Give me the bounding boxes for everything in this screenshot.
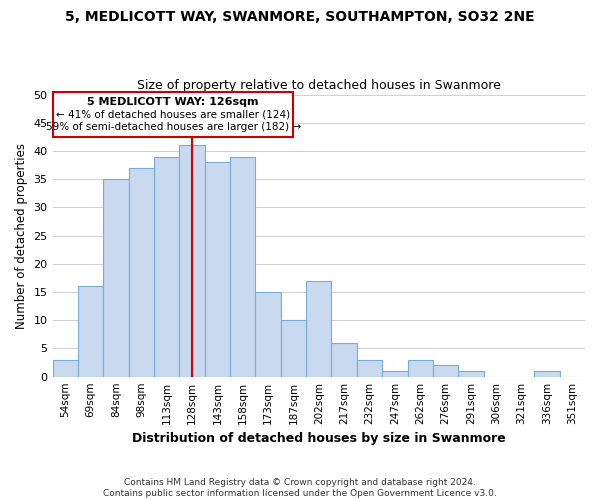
Text: 5 MEDLICOTT WAY: 126sqm: 5 MEDLICOTT WAY: 126sqm — [88, 96, 259, 106]
Bar — [53, 360, 78, 376]
Title: Size of property relative to detached houses in Swanmore: Size of property relative to detached ho… — [137, 79, 501, 92]
Text: 5, MEDLICOTT WAY, SWANMORE, SOUTHAMPTON, SO32 2NE: 5, MEDLICOTT WAY, SWANMORE, SOUTHAMPTON,… — [65, 10, 535, 24]
Y-axis label: Number of detached properties: Number of detached properties — [15, 142, 28, 328]
Bar — [205, 162, 230, 376]
Text: Contains HM Land Registry data © Crown copyright and database right 2024.
Contai: Contains HM Land Registry data © Crown c… — [103, 478, 497, 498]
Bar — [256, 292, 281, 376]
Bar — [78, 286, 103, 376]
Bar — [382, 371, 407, 376]
Bar — [103, 179, 128, 376]
Bar — [331, 343, 357, 376]
Bar — [433, 366, 458, 376]
Bar — [154, 156, 179, 376]
Bar — [128, 168, 154, 376]
Text: ← 41% of detached houses are smaller (124): ← 41% of detached houses are smaller (12… — [56, 110, 290, 120]
Bar — [230, 156, 256, 376]
Bar — [458, 371, 484, 376]
Bar — [179, 146, 205, 376]
Bar — [281, 320, 306, 376]
Bar — [357, 360, 382, 376]
Bar — [407, 360, 433, 376]
Text: 59% of semi-detached houses are larger (182) →: 59% of semi-detached houses are larger (… — [46, 122, 301, 132]
Bar — [534, 371, 560, 376]
Bar — [306, 281, 331, 376]
X-axis label: Distribution of detached houses by size in Swanmore: Distribution of detached houses by size … — [132, 432, 506, 445]
FancyBboxPatch shape — [53, 92, 293, 137]
